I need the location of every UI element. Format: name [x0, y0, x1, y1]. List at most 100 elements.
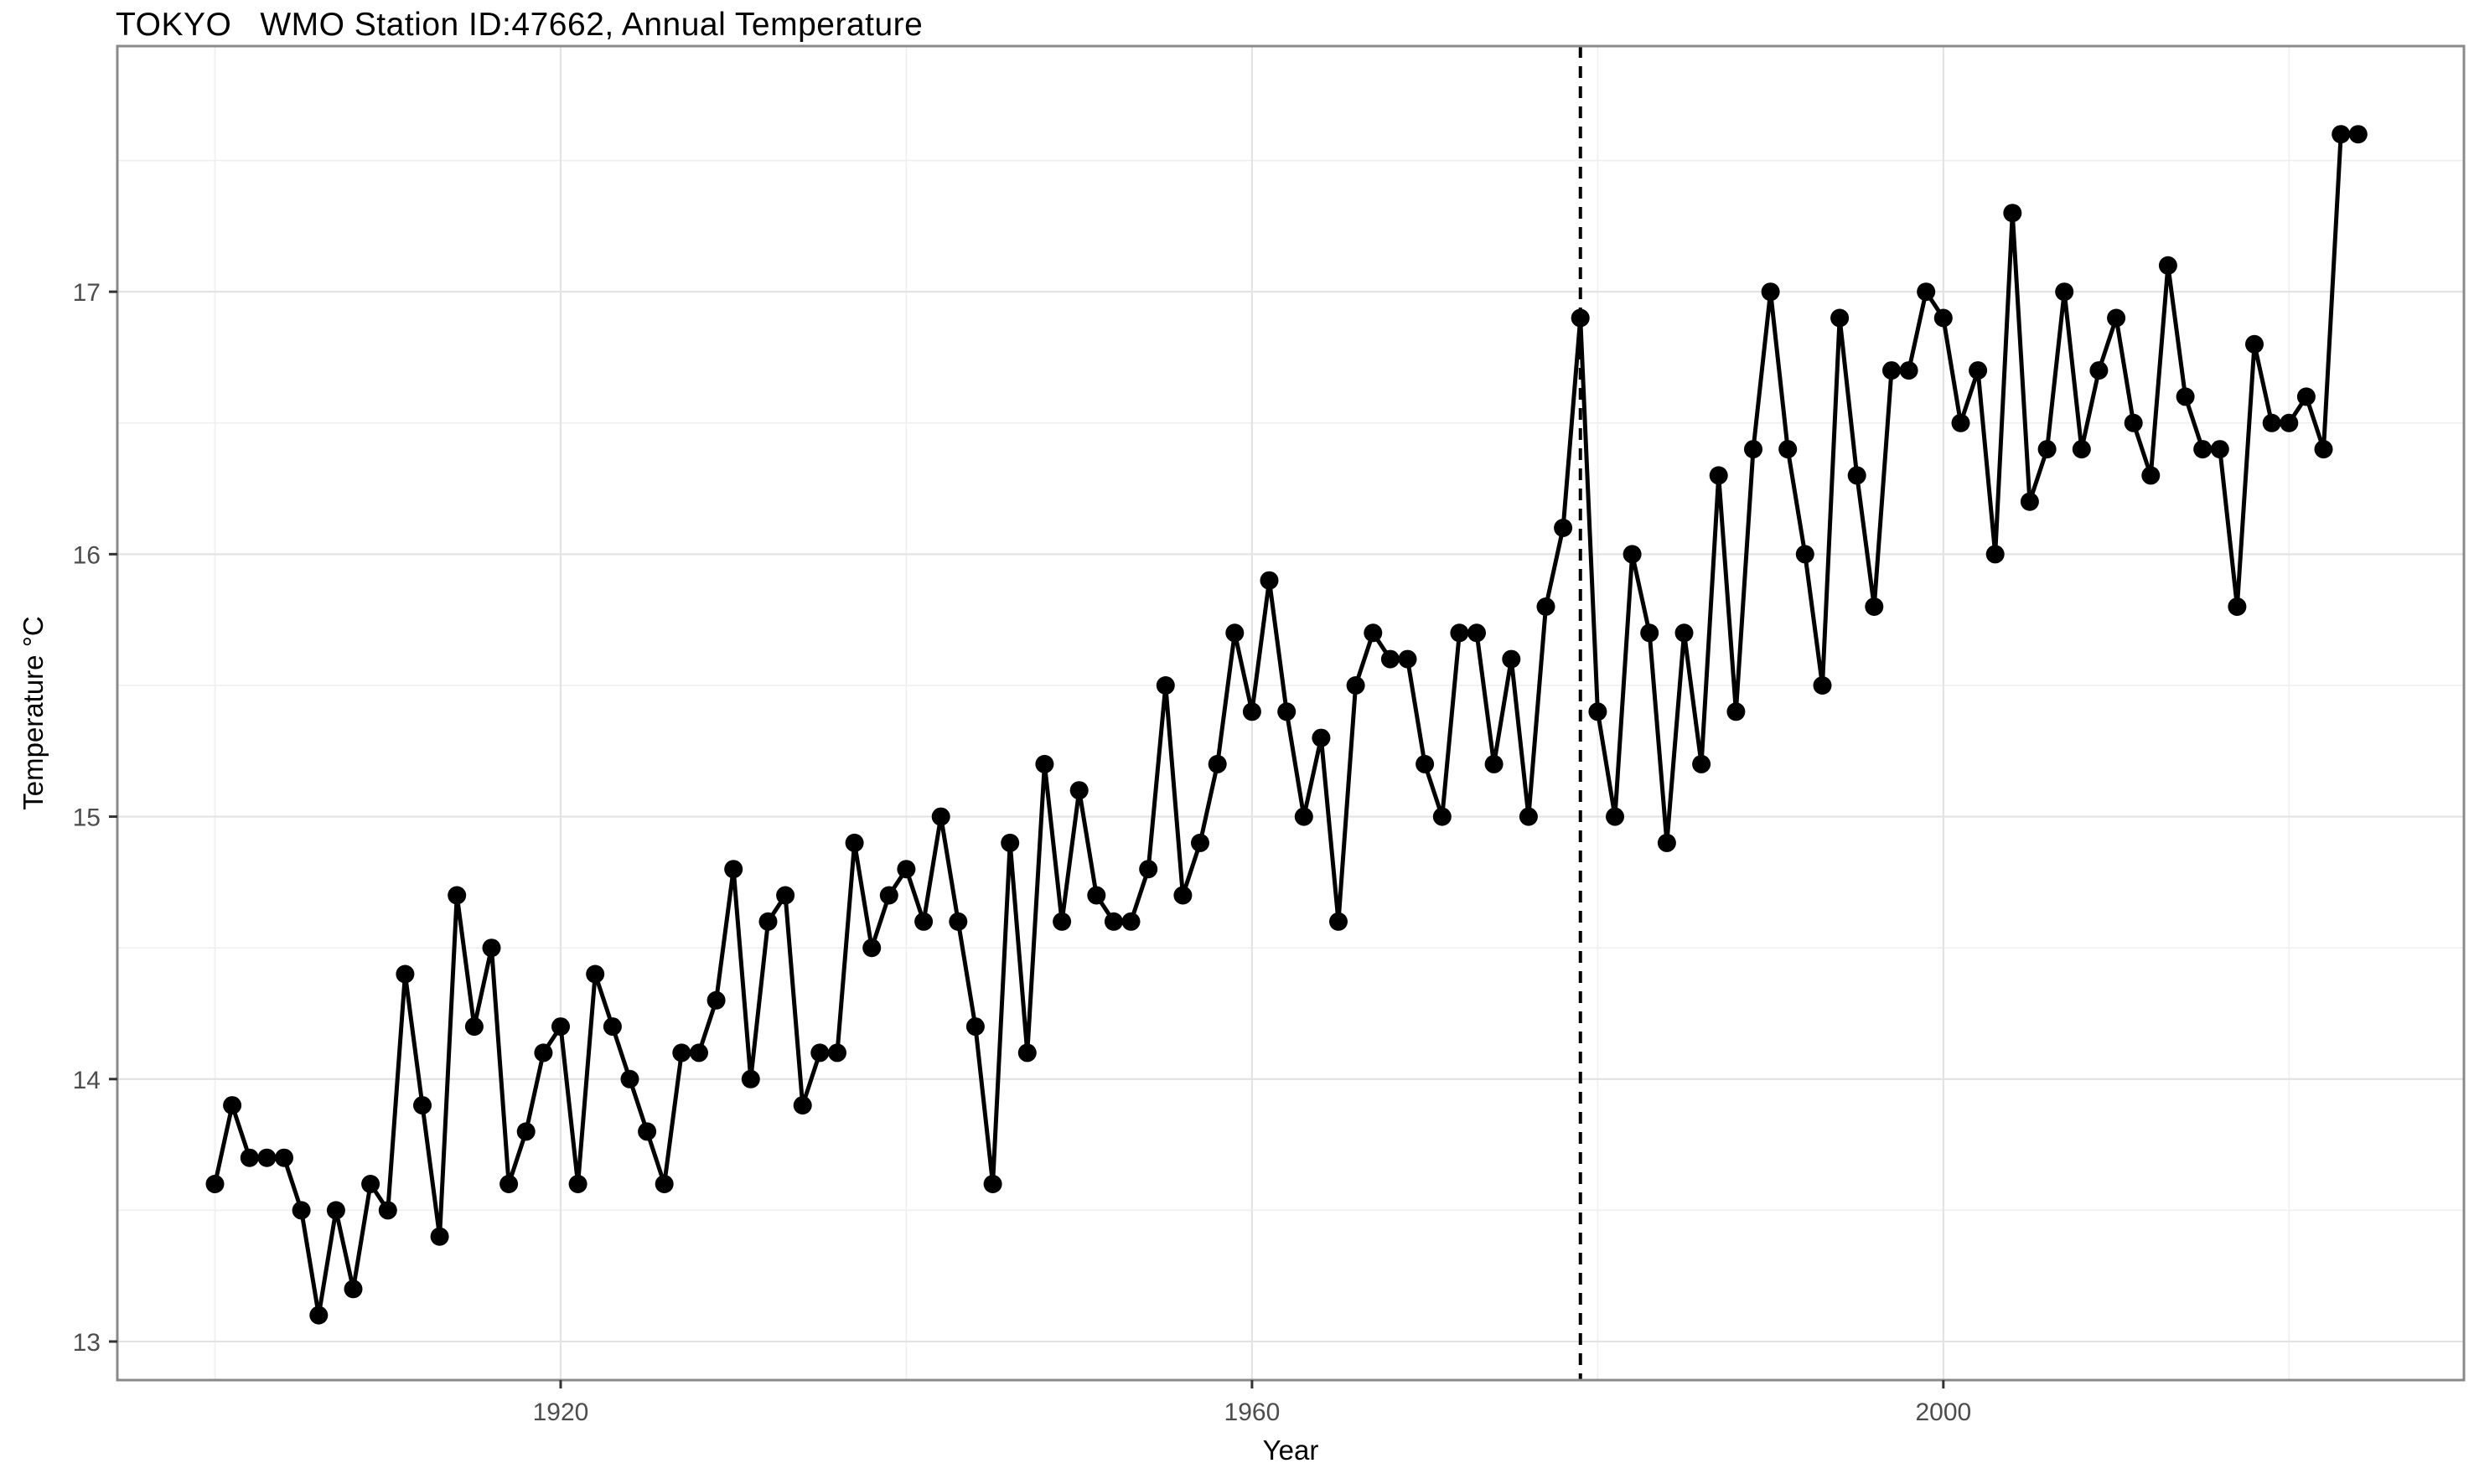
data-point: [1467, 623, 1486, 643]
data-point: [724, 860, 743, 879]
data-point: [2055, 282, 2074, 302]
y-tick-label: 15: [73, 804, 101, 832]
data-point: [1173, 886, 1193, 905]
y-tick-label: 16: [73, 541, 101, 569]
data-point: [1726, 702, 1746, 721]
data-point: [2003, 204, 2022, 223]
data-point: [1294, 807, 1313, 826]
x-tick-label: 1920: [533, 1399, 589, 1426]
data-point: [1899, 361, 1918, 380]
data-point: [2072, 440, 2091, 459]
data-point: [2020, 492, 2039, 511]
data-point: [1208, 754, 1227, 773]
data-point: [1951, 413, 1970, 432]
data-point: [2348, 125, 2368, 144]
x-tick-label: 1960: [1224, 1399, 1281, 1426]
data-point: [603, 1017, 622, 1037]
data-point: [1225, 623, 1245, 643]
data-point: [1709, 466, 1728, 485]
data-point: [1156, 676, 1175, 695]
data-point: [2141, 466, 2161, 485]
data-point: [1571, 308, 1590, 328]
data-point: [983, 1175, 1002, 1193]
data-point: [2332, 125, 2351, 144]
data-point: [309, 1306, 329, 1325]
data-point: [516, 1122, 536, 1141]
y-tick-label: 14: [73, 1067, 101, 1094]
data-point: [2245, 334, 2264, 354]
data-point: [1933, 308, 1953, 328]
data-point: [586, 964, 605, 984]
data-point: [1484, 754, 1504, 773]
data-point: [862, 938, 882, 958]
data-point: [2314, 440, 2333, 459]
data-point: [413, 1096, 432, 1115]
data-point: [499, 1175, 519, 1193]
data-point: [620, 1069, 639, 1088]
data-point: [672, 1043, 691, 1063]
data-point: [1985, 545, 2005, 564]
data-point: [758, 912, 778, 931]
data-point: [2176, 387, 2195, 406]
data-point: [1242, 702, 1261, 721]
data-point: [965, 1017, 985, 1037]
data-point: [1053, 912, 1072, 931]
data-point: [2296, 387, 2316, 406]
data-point: [931, 807, 950, 826]
data-point: [741, 1069, 760, 1088]
data-point: [1623, 545, 1642, 564]
data-point: [240, 1148, 259, 1167]
data-point: [1312, 728, 1331, 747]
data-point: [2193, 440, 2213, 459]
data-point: [1830, 308, 1850, 328]
data-point: [1778, 440, 1798, 459]
panel-border: [116, 44, 2466, 1382]
data-point: [1001, 833, 1020, 852]
data-point: [1606, 807, 1624, 826]
data-point: [1588, 702, 1607, 721]
data-point: [1969, 361, 1988, 380]
data-point: [690, 1043, 708, 1063]
data-point: [1917, 282, 1936, 302]
data-point: [1692, 754, 1711, 773]
data-point: [1502, 649, 1521, 669]
data-point: [1813, 676, 1832, 695]
data-point: [1380, 649, 1400, 669]
data-point: [482, 938, 501, 958]
x-tick-label: 2000: [1915, 1399, 1971, 1426]
y-axis-title: Temperature °C: [18, 616, 49, 810]
data-point: [2124, 413, 2143, 432]
data-point: [1104, 912, 1123, 931]
data-point: [1191, 833, 1209, 852]
data-point: [914, 912, 934, 931]
data-point: [1761, 282, 1780, 302]
x-axis-title: Year: [1262, 1435, 1319, 1466]
data-point: [1069, 781, 1089, 800]
data-point: [1795, 545, 1814, 564]
data-point: [257, 1148, 277, 1167]
data-point: [655, 1175, 674, 1193]
data-point: [1640, 623, 1659, 643]
data-point: [1017, 1043, 1037, 1063]
data-point: [361, 1175, 380, 1193]
data-point: [292, 1201, 311, 1220]
data-point: [1346, 676, 1365, 695]
data-point: [828, 1043, 846, 1063]
data-point: [223, 1096, 242, 1115]
data-point: [1121, 912, 1141, 931]
data-point: [2228, 597, 2247, 616]
data-point: [2158, 256, 2177, 275]
y-tick-label: 13: [73, 1329, 101, 1357]
data-point: [1744, 440, 1762, 459]
data-point: [2280, 413, 2299, 432]
data-point: [1536, 597, 1555, 616]
data-point: [879, 886, 898, 905]
data-point: [1087, 886, 1106, 905]
y-tick-label: 17: [73, 279, 101, 307]
data-point: [1865, 597, 1884, 616]
data-point: [568, 1175, 587, 1193]
data-point: [1416, 754, 1435, 773]
data-point: [326, 1201, 345, 1220]
data-point: [1277, 702, 1297, 721]
